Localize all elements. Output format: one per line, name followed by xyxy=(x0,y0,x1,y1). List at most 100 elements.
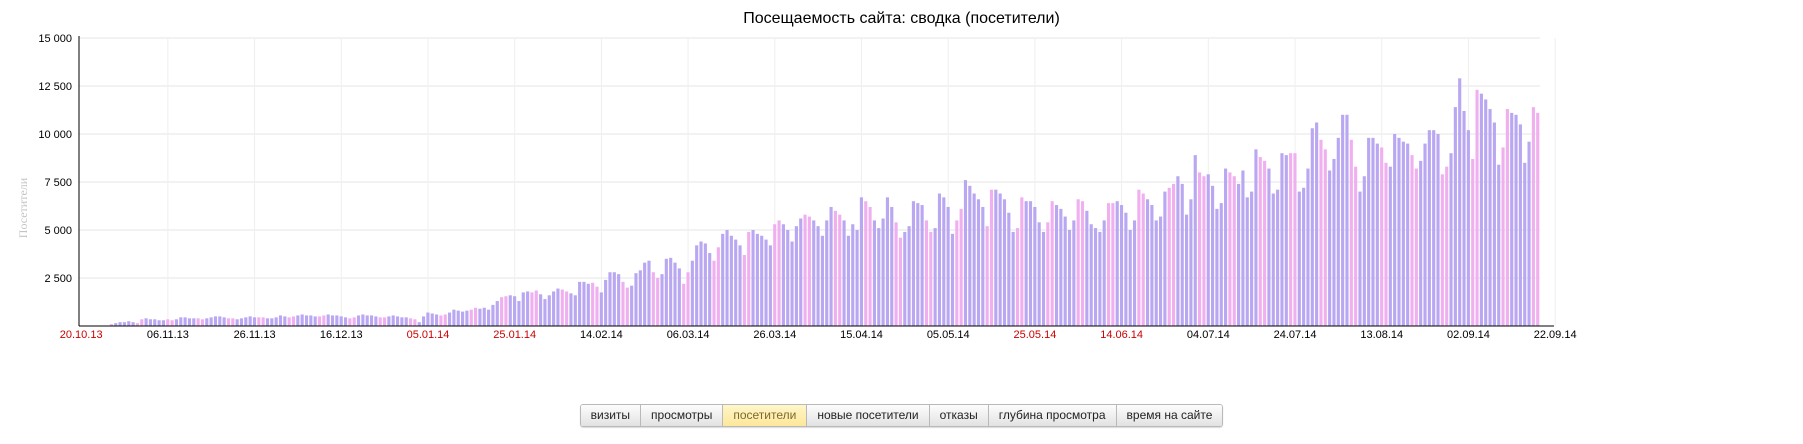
bar[interactable] xyxy=(435,314,439,326)
bar[interactable] xyxy=(799,218,803,326)
bar[interactable] xyxy=(1289,153,1293,326)
bar[interactable] xyxy=(153,319,157,326)
bar[interactable] xyxy=(291,316,296,326)
bar[interactable] xyxy=(786,230,790,326)
bar[interactable] xyxy=(773,224,777,326)
bar[interactable] xyxy=(1501,147,1505,326)
bar[interactable] xyxy=(1527,141,1531,326)
bar[interactable] xyxy=(1332,158,1336,326)
bar[interactable] xyxy=(382,317,387,326)
bar[interactable] xyxy=(469,309,473,326)
bar[interactable] xyxy=(309,315,313,326)
bar[interactable] xyxy=(959,208,963,326)
bar[interactable] xyxy=(1163,191,1167,326)
bar[interactable] xyxy=(239,318,244,326)
bar[interactable] xyxy=(122,322,126,326)
bar[interactable] xyxy=(569,293,573,326)
bar[interactable] xyxy=(1293,153,1297,326)
bar[interactable] xyxy=(109,324,113,326)
bar[interactable] xyxy=(612,272,616,326)
bar[interactable] xyxy=(209,317,213,326)
bar[interactable] xyxy=(846,235,850,326)
bar[interactable] xyxy=(1280,153,1284,326)
bar[interactable] xyxy=(1518,124,1522,327)
bar[interactable] xyxy=(643,262,647,326)
bar[interactable] xyxy=(872,220,876,326)
bar[interactable] xyxy=(213,316,218,326)
bar[interactable] xyxy=(933,228,937,326)
bar[interactable] xyxy=(530,292,534,326)
bar[interactable] xyxy=(114,323,118,326)
bar[interactable] xyxy=(1258,157,1262,326)
bar[interactable] xyxy=(1354,166,1358,326)
bar[interactable] xyxy=(1041,231,1046,326)
tab-0[interactable]: визиты xyxy=(580,405,642,426)
bar[interactable] xyxy=(586,283,590,326)
bar[interactable] xyxy=(1015,228,1020,326)
bar[interactable] xyxy=(1401,141,1405,326)
bar[interactable] xyxy=(252,317,257,326)
bar[interactable] xyxy=(1323,149,1327,326)
bar[interactable] xyxy=(1406,143,1410,326)
bar[interactable] xyxy=(183,317,187,326)
bar[interactable] xyxy=(1510,112,1514,326)
bar[interactable] xyxy=(1497,164,1501,326)
bar[interactable] xyxy=(127,321,131,326)
bar[interactable] xyxy=(894,222,898,326)
bar[interactable] xyxy=(330,315,335,326)
bar[interactable] xyxy=(1531,107,1535,327)
bar[interactable] xyxy=(1219,203,1223,326)
bar[interactable] xyxy=(1384,162,1388,326)
bar[interactable] xyxy=(1185,214,1189,326)
bar[interactable] xyxy=(890,206,894,326)
bar[interactable] xyxy=(174,319,179,326)
bar[interactable] xyxy=(877,228,881,326)
bar[interactable] xyxy=(1475,89,1479,326)
bar[interactable] xyxy=(673,262,677,326)
bar[interactable] xyxy=(851,224,855,326)
bar[interactable] xyxy=(300,314,304,326)
bar[interactable] xyxy=(963,180,968,326)
bar[interactable] xyxy=(1172,183,1176,326)
bar[interactable] xyxy=(651,272,655,326)
bar[interactable] xyxy=(400,317,404,326)
bar[interactable] xyxy=(747,231,751,326)
bar[interactable] xyxy=(1093,228,1098,326)
bar[interactable] xyxy=(1202,176,1206,326)
bar[interactable] xyxy=(257,317,261,326)
bar[interactable] xyxy=(1228,172,1232,326)
bar[interactable] xyxy=(812,220,816,326)
bar[interactable] xyxy=(430,313,434,326)
bar[interactable] xyxy=(1206,174,1210,326)
bar[interactable] xyxy=(1046,222,1050,326)
bar[interactable] xyxy=(1211,185,1215,326)
bar[interactable] xyxy=(825,220,829,326)
bar[interactable] xyxy=(1319,139,1323,326)
bar[interactable] xyxy=(278,315,283,326)
bar[interactable] xyxy=(1067,230,1072,326)
bar[interactable] xyxy=(326,314,330,326)
bar[interactable] xyxy=(617,274,621,326)
bar[interactable] xyxy=(1150,205,1154,326)
bar[interactable] xyxy=(968,185,972,326)
bar[interactable] xyxy=(417,322,421,326)
bar[interactable] xyxy=(166,319,170,326)
bar[interactable] xyxy=(1245,197,1249,326)
bar[interactable] xyxy=(794,226,798,326)
bar[interactable] xyxy=(196,318,200,326)
bar[interactable] xyxy=(803,214,807,326)
bar[interactable] xyxy=(656,278,660,326)
bar[interactable] xyxy=(664,258,668,326)
bar[interactable] xyxy=(1263,160,1267,326)
bar[interactable] xyxy=(582,281,586,326)
bar[interactable] xyxy=(504,296,508,326)
bar[interactable] xyxy=(1232,176,1236,326)
bar[interactable] xyxy=(482,307,486,326)
bar[interactable] xyxy=(625,287,629,326)
bar[interactable] xyxy=(547,295,551,326)
bar[interactable] xyxy=(1180,183,1184,326)
bar[interactable] xyxy=(833,210,837,326)
bar[interactable] xyxy=(1176,176,1180,326)
bar[interactable] xyxy=(461,311,465,326)
tab-1[interactable]: просмотры xyxy=(641,405,724,426)
